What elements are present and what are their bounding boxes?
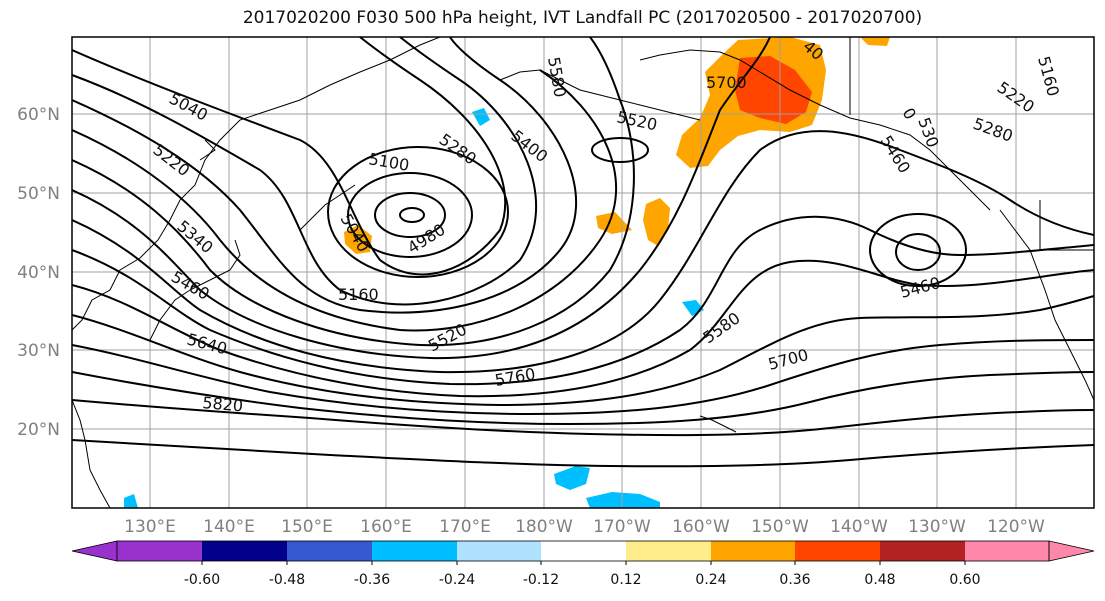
map-panel: 5040 5220 5340 5460 5640 5820 5100 4980 … [72,37,1094,508]
lon-label: 140°E [203,517,255,537]
colorbar-bin [626,541,711,561]
colorbar-bin [880,541,965,561]
colorbar-tick-label: -0.12 [523,572,559,588]
gridlines [72,37,1094,508]
ivt-shading [124,37,890,508]
lon-label: 150°W [751,517,809,537]
lon-label: 140°W [830,517,888,537]
colorbar-ticks [201,561,966,565]
colorbar-bin [457,541,541,561]
ivt-negative-region [554,466,590,490]
colorbar-frame [116,540,1050,562]
lat-label: 60°N [17,105,60,125]
ivt-positive-region [596,212,632,234]
ivt-positive-region [643,198,670,246]
colorbar-tick-label: 0.36 [779,572,810,588]
lon-label: 130°E [124,517,176,537]
map-frame [71,36,1095,509]
colorbar-bin [117,541,202,561]
colorbar-bin [795,541,880,561]
colorbar-bin [965,541,1049,561]
map-title: 2017020200 F030 500 hPa height, IVT Land… [242,8,923,28]
lon-label: 150°E [281,517,333,537]
colorbar-min-extension [71,540,118,562]
contour-label: 5700 [706,73,747,92]
colorbar-bin [541,541,626,561]
lon-label: 170°W [593,517,651,537]
colorbar-tick-label: -0.24 [439,572,475,588]
colorbar-tick-label: 0.12 [610,572,641,588]
lat-label: 20°N [17,420,60,440]
colorbar-bin [711,541,795,561]
colorbar-tick-label: -0.60 [184,572,220,588]
colorbar-tick-label: 0.48 [864,572,895,588]
colorbar-max-extension [1048,540,1095,562]
lat-label: 30°N [17,341,60,361]
lon-label: 160°W [672,517,730,537]
lat-label: 50°N [17,184,60,204]
colorbar-bin [287,541,372,561]
ivt-positive-region [860,37,890,46]
height-contours [72,37,1094,468]
colorbar: -0.60 -0.48 -0.36 -0.24 -0.12 0.12 0.24 … [71,540,1095,588]
colorbar-tick-label: -0.36 [354,572,390,588]
contour-label: 5820 [202,393,244,415]
colorbar-tick-label: 0.24 [695,572,726,588]
lon-label: 130°W [908,517,966,537]
colorbar-tick-label: 0.60 [949,572,980,588]
ivt-negative-region [586,492,660,508]
colorbar-bin [372,541,457,561]
lon-label: 160°E [360,517,412,537]
latitude-labels: 60°N 50°N 40°N 30°N 20°N [17,105,60,440]
lon-label: 170°E [439,517,491,537]
ivt-negative-region [472,108,490,126]
lon-label: 120°W [987,517,1045,537]
colorbar-tick-label: -0.48 [269,572,305,588]
ivt-negative-region [124,494,138,508]
colorbar-bin [202,541,287,561]
lon-label: 180°W [515,517,573,537]
contour-label: 5160 [338,285,379,304]
longitude-labels: 130°E 140°E 150°E 160°E 170°E 180°W 170°… [124,517,1045,537]
ivt-positive-region [344,225,372,254]
lat-label: 40°N [17,263,60,283]
colorbar-tick-labels: -0.60 -0.48 -0.36 -0.24 -0.12 0.12 0.24 … [184,572,981,588]
ivt-strong-region [735,56,812,124]
